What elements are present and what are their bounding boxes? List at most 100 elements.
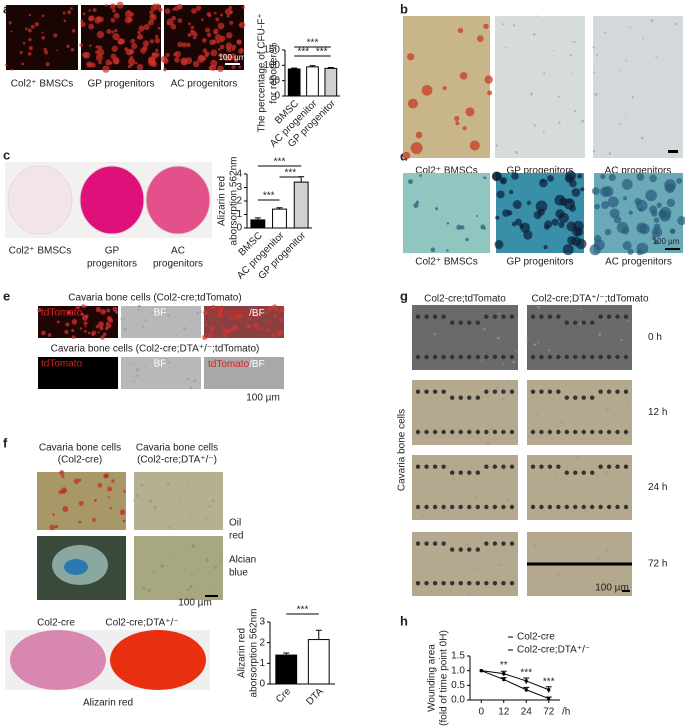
cell	[95, 306, 101, 313]
cell	[167, 361, 170, 364]
micrograph	[134, 472, 223, 530]
marker-dot	[573, 395, 578, 400]
cell	[105, 59, 112, 66]
cell	[27, 28, 32, 33]
bar	[324, 67, 338, 97]
cell	[28, 37, 32, 42]
cell	[512, 24, 516, 27]
cell	[123, 327, 127, 331]
side-label: Cavaria bone cells	[397, 409, 408, 491]
bar	[307, 639, 330, 685]
scale-label: 100 µm	[653, 237, 680, 246]
cell	[88, 9, 91, 12]
y-tick-label: 1	[259, 658, 265, 669]
cell	[222, 325, 225, 329]
significance: ***	[297, 605, 309, 616]
marker-dot	[475, 547, 481, 552]
cell	[173, 6, 179, 11]
cell	[165, 52, 170, 57]
cell	[280, 307, 285, 312]
cell	[164, 8, 171, 14]
cell	[430, 590, 433, 593]
cell	[27, 52, 32, 56]
cell	[186, 481, 189, 484]
cell	[442, 86, 447, 91]
cell	[71, 319, 78, 325]
cell	[28, 13, 32, 17]
cell	[483, 176, 487, 180]
cell	[595, 54, 599, 57]
cell	[419, 174, 422, 177]
cell	[201, 18, 204, 22]
cell	[615, 437, 617, 439]
caption: AC progenitors	[171, 79, 238, 90]
time-label: 12 h	[648, 407, 667, 418]
cell	[218, 53, 223, 58]
caption: progenitors	[153, 259, 203, 270]
marker-dot	[484, 504, 489, 510]
stain-label: blue	[229, 568, 248, 579]
cell	[141, 325, 144, 328]
marker-dot	[475, 470, 481, 475]
cell	[190, 574, 193, 577]
marker-dot	[623, 504, 629, 510]
cell	[650, 19, 654, 22]
marker-dot	[539, 354, 544, 360]
marker-dot	[501, 314, 506, 319]
cell	[163, 67, 167, 72]
cell	[465, 107, 475, 117]
marker-dot	[424, 429, 429, 435]
cell	[494, 240, 504, 250]
cell	[499, 177, 508, 185]
cell	[569, 53, 572, 57]
marker-dot	[589, 470, 595, 475]
cell	[71, 28, 76, 33]
cell	[25, 27, 28, 31]
cell	[215, 586, 217, 588]
cell	[75, 305, 80, 310]
cell	[164, 358, 167, 361]
marker-dot	[475, 581, 481, 586]
cell	[625, 59, 628, 62]
cell	[543, 245, 548, 250]
cell	[87, 331, 91, 335]
marker-dot	[458, 395, 463, 400]
marker-dot	[509, 429, 515, 435]
bar	[293, 181, 309, 229]
marker-dot	[441, 429, 446, 435]
cell	[219, 35, 226, 42]
cell	[558, 95, 561, 98]
cell	[53, 33, 58, 38]
cell	[496, 386, 499, 389]
cell	[219, 44, 225, 50]
cell	[28, 46, 33, 51]
cell	[671, 229, 676, 234]
y-tick-label: 3	[259, 617, 265, 628]
caption: Col2⁺ BMSCs	[415, 166, 478, 177]
cell	[71, 328, 75, 333]
cell	[532, 33, 536, 36]
cell	[487, 395, 490, 398]
cell	[569, 179, 577, 188]
cell	[220, 13, 224, 17]
cell	[476, 35, 484, 43]
cell	[136, 374, 139, 378]
marker-dot	[492, 541, 498, 546]
cell	[127, 64, 132, 69]
caption: GP progenitors	[87, 79, 154, 90]
cell	[207, 13, 212, 18]
marker-dot	[432, 429, 438, 435]
micrograph	[527, 380, 632, 445]
marker-dot	[598, 429, 603, 435]
cell	[562, 244, 574, 256]
marker-dot	[458, 581, 463, 586]
marker-dot	[432, 354, 438, 360]
cell	[452, 478, 456, 481]
marker-dot	[458, 470, 463, 475]
cell	[622, 196, 628, 201]
marker-dot	[606, 504, 612, 510]
cell	[220, 305, 223, 308]
cell	[84, 325, 87, 328]
cell	[276, 330, 283, 336]
column-title: Col2-cre;tdTomato	[424, 294, 506, 305]
